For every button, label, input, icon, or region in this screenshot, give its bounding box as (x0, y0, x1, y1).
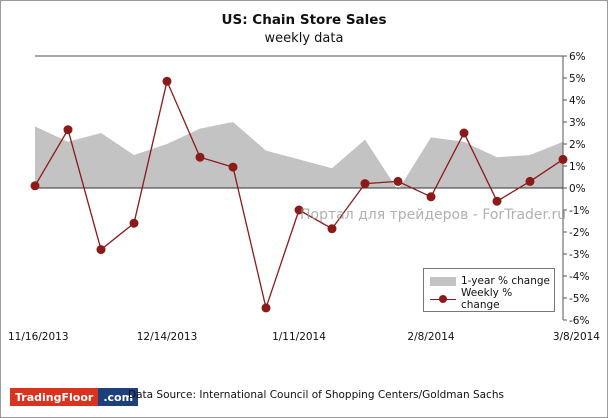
legend-label-line: Weekly % change (460, 287, 513, 311)
weekly-change-point (63, 125, 73, 135)
y-tick-label: 0% (569, 183, 586, 195)
legend-item-line: Weekly % change (430, 287, 554, 311)
x-tick-label: 1/11/2014 (272, 331, 326, 343)
weekly-change-point (162, 76, 172, 86)
watermark-text: Портал для трейдеров - ForTrader.ru (300, 207, 567, 223)
x-tick-label: 11/16/2013 (8, 331, 69, 343)
y-tick-label: -6% (569, 315, 589, 327)
x-tick-label: 12/14/2013 (137, 331, 198, 343)
weekly-change-point (261, 303, 271, 313)
weekly-change-point (96, 245, 106, 255)
data-source-note: Data Source: International Council of Sh… (128, 389, 504, 401)
y-tick-label: 1% (569, 161, 586, 173)
y-tick-label: -4% (569, 271, 589, 283)
weekly-change-point (426, 192, 436, 202)
weekly-change-point (30, 181, 40, 191)
x-tick-label: 3/8/2014 (553, 331, 600, 343)
area-series-1-year-change (35, 122, 563, 191)
legend-swatch-line (430, 294, 456, 304)
logo-text-domain: .com (98, 388, 139, 406)
y-tick-label: 3% (569, 117, 586, 129)
x-tick-label: 2/8/2014 (407, 331, 454, 343)
weekly-change-point (492, 196, 502, 206)
legend-label-area: 1-year % change (461, 275, 551, 287)
weekly-change-point (129, 218, 139, 228)
weekly-change-point (393, 176, 403, 186)
weekly-change-point (525, 176, 535, 186)
weekly-change-point (294, 205, 304, 215)
y-tick-label: 6% (569, 51, 586, 63)
y-tick-label: -3% (569, 249, 589, 261)
y-tick-label: 2% (569, 139, 586, 151)
y-tick-label: -1% (569, 205, 589, 217)
weekly-change-point (459, 128, 469, 138)
legend-item-area: 1-year % change (430, 273, 550, 289)
y-tick-label: 4% (569, 95, 586, 107)
logo-text-main: TradingFloor (10, 388, 99, 406)
chart-legend: 1-year % change Weekly % change (423, 268, 555, 312)
y-tick-label: -5% (569, 293, 589, 305)
legend-swatch-area (430, 276, 456, 286)
chart-subtitle: weekly data (264, 31, 344, 46)
y-tick-label: -2% (569, 227, 589, 239)
weekly-change-point (360, 179, 370, 189)
tradingfloor-logo: TradingFloor .com (10, 388, 139, 406)
chart-title: US: Chain Store Sales (221, 12, 387, 28)
weekly-change-point (228, 162, 238, 172)
weekly-change-point (327, 224, 337, 234)
weekly-change-point (195, 152, 205, 162)
weekly-change-point (558, 154, 568, 164)
y-tick-label: 5% (569, 73, 586, 85)
